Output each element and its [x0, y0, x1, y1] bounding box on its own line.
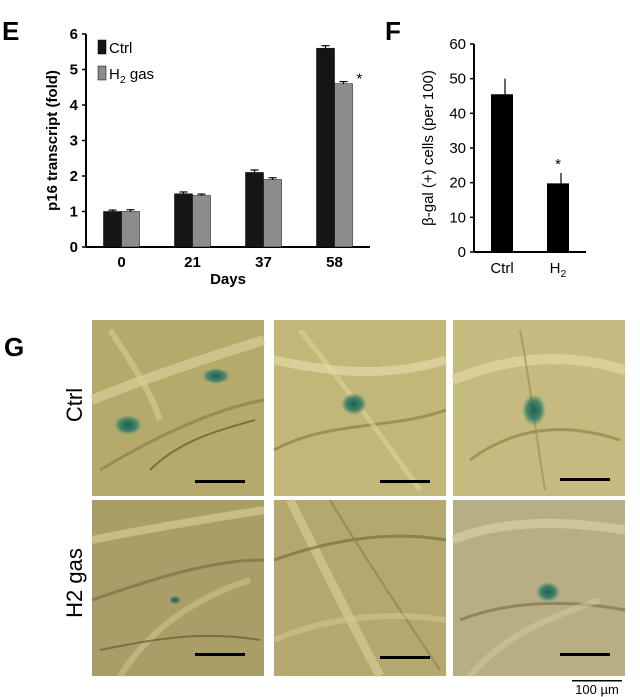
significance-marker: *: [357, 71, 363, 88]
y-tick-label: 30: [449, 140, 466, 157]
legend-label: H2 gas: [109, 66, 154, 86]
chart-f: 0 10 20 30 40 50 60 β-gal (+) cells (per 100) Ct…: [420, 36, 586, 280]
y-tick-label: 40: [449, 105, 466, 122]
chart-e: 0 1 2 3 4 5 6 p16 transcript (fold) 0 21 37 58 Days *…: [44, 26, 370, 288]
legend-swatch: [97, 39, 107, 55]
micrograph-ctrl-1: [90, 320, 266, 496]
y-axis-title: p16 transcript (fold): [44, 70, 61, 211]
bar: [192, 195, 211, 248]
panel-label-e: E: [2, 16, 19, 46]
micrograph-grid: [90, 320, 627, 679]
micrograph-h2-3: [451, 500, 626, 678]
bar: [491, 94, 513, 253]
x-tick-label: H2: [550, 260, 567, 280]
bar: [245, 172, 264, 248]
scale-bar: [572, 680, 622, 682]
row-label-h2-gas: H2 gas: [62, 548, 87, 618]
x-tick-label: 37: [255, 254, 272, 271]
row-label-ctrl: Ctrl: [62, 388, 87, 422]
panel-label-g: G: [4, 332, 24, 362]
micrograph-ctrl-2: [273, 320, 448, 496]
bar: [103, 211, 122, 248]
y-tick-label: 5: [70, 62, 78, 79]
y-tick-label: 0: [458, 244, 466, 261]
x-tick-label: 58: [326, 254, 343, 271]
bar: [263, 179, 282, 248]
y-tick-label: 60: [449, 36, 466, 53]
significance-marker: *: [555, 156, 561, 173]
y-tick-label: 4: [70, 97, 79, 114]
y-tick-label: 3: [70, 133, 78, 150]
y-axis-title: β-gal (+) cells (per 100): [420, 70, 437, 226]
y-tick-label: 20: [449, 175, 466, 192]
x-axis-title: Days: [210, 271, 246, 288]
legend-swatch: [97, 65, 107, 81]
bar: [121, 211, 140, 248]
y-tick-label: 1: [70, 204, 78, 221]
micrograph-h2-1: [91, 500, 265, 678]
legend-label: Ctrl: [109, 40, 132, 57]
scale-bar-label: 100 µm: [575, 682, 619, 697]
panel-label-f: F: [385, 16, 401, 46]
bar: [334, 83, 353, 248]
y-tick-label: 6: [70, 26, 78, 43]
y-tick-label: 0: [70, 239, 78, 256]
micrograph-ctrl-3: [451, 320, 627, 496]
bar: [316, 47, 335, 248]
x-tick-label: 0: [117, 254, 125, 271]
y-tick-label: 2: [70, 168, 78, 185]
y-tick-label: 10: [449, 209, 466, 226]
y-tick-label: 50: [449, 71, 466, 88]
bar: [174, 193, 193, 248]
bar: [547, 183, 569, 252]
micrograph-h2-2: [272, 497, 447, 679]
x-tick-label: Ctrl: [490, 260, 513, 277]
x-tick-label: 21: [184, 254, 201, 271]
